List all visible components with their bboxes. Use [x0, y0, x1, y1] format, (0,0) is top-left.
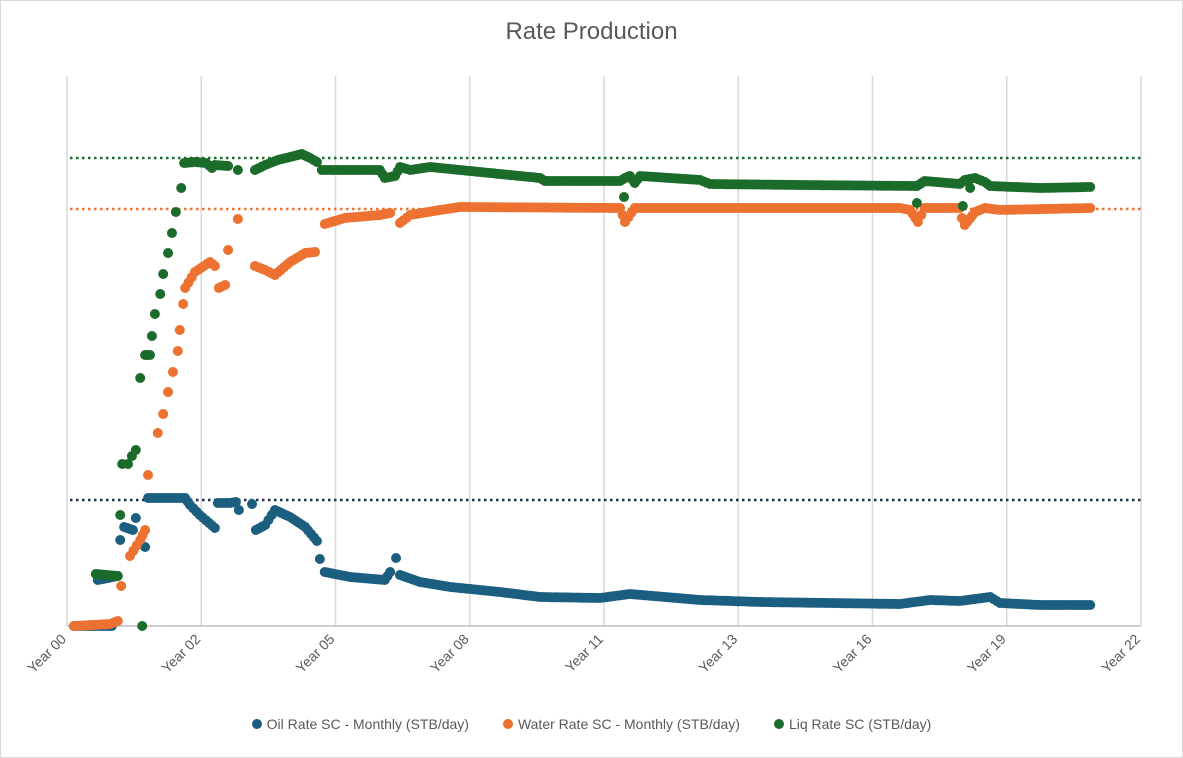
data-point — [149, 309, 160, 319]
x-tick-label: Year 02 — [158, 631, 203, 676]
data-point — [130, 445, 141, 455]
data-point — [232, 214, 243, 224]
legend: Oil Rate SC - Monthly (STB/day) Water Ra… — [0, 716, 1183, 732]
data-point — [233, 505, 244, 515]
data-point — [209, 261, 220, 271]
x-tick-label: Year 19 — [964, 631, 1009, 676]
legend-marker-liq — [773, 719, 784, 729]
legend-marker-oil — [251, 719, 262, 729]
data-point — [911, 198, 922, 208]
x-tick-label: Year 16 — [830, 631, 875, 676]
data-point — [309, 247, 320, 257]
data-point — [158, 269, 169, 279]
data-point — [1085, 182, 1096, 192]
data-point — [112, 616, 123, 626]
data-point — [112, 571, 123, 581]
data-point — [123, 459, 134, 469]
data-point — [314, 554, 325, 564]
legend-item-liq[interactable]: Liq Rate SC (STB/day) — [773, 716, 932, 732]
data-point — [1085, 600, 1096, 610]
data-point — [209, 523, 220, 533]
series-0 — [68, 493, 1096, 631]
data-point — [178, 299, 189, 309]
legend-label-water: Water Rate SC - Monthly (STB/day) — [517, 716, 740, 732]
data-point — [957, 201, 968, 211]
data-point — [170, 207, 181, 217]
data-point — [223, 161, 234, 171]
x-tick-label: Year 13 — [695, 631, 740, 676]
data-point — [155, 289, 166, 299]
x-tick-label: Year 08 — [427, 631, 472, 676]
data-point — [115, 535, 126, 545]
data-point — [152, 428, 163, 438]
series-2 — [90, 149, 1096, 631]
data-point — [220, 280, 231, 290]
data-point — [137, 621, 148, 631]
data-point — [163, 248, 174, 258]
data-point — [143, 470, 154, 480]
data-point — [115, 510, 126, 520]
data-point — [965, 183, 976, 193]
chart-title: Rate Production — [505, 18, 678, 45]
data-point — [232, 165, 243, 175]
data-point — [223, 245, 234, 255]
data-point — [146, 331, 157, 341]
data-point — [176, 183, 187, 193]
data-point — [130, 513, 141, 523]
data-point — [1085, 203, 1096, 213]
legend-item-water[interactable]: Water Rate SC - Monthly (STB/day) — [502, 716, 740, 732]
x-tick-label: Year 05 — [293, 631, 338, 676]
data-point — [385, 208, 396, 218]
x-tick-label: Year 11 — [562, 631, 606, 675]
data-point — [174, 325, 185, 335]
x-tick-label: Year 00 — [24, 631, 69, 676]
data-point — [391, 553, 402, 563]
data-point — [311, 536, 322, 546]
legend-marker-water — [502, 719, 513, 729]
data-point — [167, 367, 178, 377]
data-point — [385, 567, 396, 577]
data-point — [140, 525, 151, 535]
data-point — [619, 192, 630, 202]
series-1 — [68, 202, 1096, 631]
data-point — [311, 157, 322, 167]
data-point — [127, 525, 138, 535]
data-point — [116, 581, 127, 591]
legend-item-oil[interactable]: Oil Rate SC - Monthly (STB/day) — [251, 716, 469, 732]
legend-label-liq: Liq Rate SC (STB/day) — [788, 716, 932, 732]
x-tick-label: Year 22 — [1098, 631, 1143, 676]
legend-label-oil: Oil Rate SC - Monthly (STB/day) — [266, 716, 469, 732]
data-point — [230, 497, 241, 507]
data-point — [135, 373, 146, 383]
data-point — [163, 387, 174, 397]
data-point — [144, 350, 155, 360]
data-point — [158, 409, 169, 419]
data-point — [140, 542, 151, 552]
data-point — [172, 346, 183, 356]
data-point — [247, 499, 258, 509]
data-point — [166, 228, 177, 238]
